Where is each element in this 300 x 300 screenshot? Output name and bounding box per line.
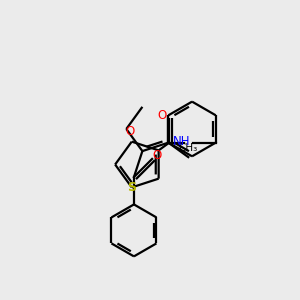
Text: O: O: [125, 125, 135, 138]
Text: NH: NH: [173, 135, 190, 148]
Text: O: O: [158, 109, 167, 122]
Text: CH₃: CH₃: [179, 143, 198, 153]
Text: S: S: [127, 181, 136, 194]
Text: O: O: [152, 148, 162, 161]
